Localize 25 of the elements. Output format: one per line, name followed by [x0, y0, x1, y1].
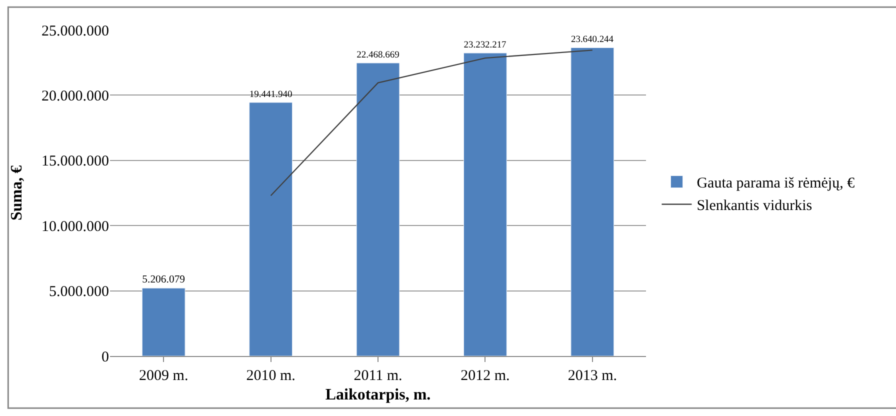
- bar: [570, 47, 614, 356]
- bar: [142, 288, 186, 356]
- data-label: 19.441.940: [249, 90, 292, 100]
- y-tick-label: 5.000.000: [49, 284, 109, 300]
- y-tick-label: 10.000.000: [42, 218, 109, 235]
- x-tick-label: 2010 m.: [246, 368, 296, 384]
- y-tick-label: 15.000.000: [42, 154, 109, 170]
- y-axis-title: Suma, €: [8, 165, 26, 221]
- data-label: 22.468.669: [356, 50, 400, 60]
- x-tick-label: 2009 m.: [139, 368, 188, 384]
- x-tick-label: 2012 m.: [460, 368, 510, 384]
- y-tick-label: 0: [102, 349, 109, 366]
- bar: [356, 62, 400, 356]
- y-tick-label: 20.000.000: [42, 88, 109, 104]
- data-label: 23.640.244: [571, 35, 614, 46]
- data-label: 5.206.079: [142, 273, 186, 286]
- y-tick-label: 25.000.000: [42, 23, 109, 40]
- bar: [464, 52, 507, 356]
- x-axis-title: Laikotarpis, m.: [325, 386, 431, 404]
- legend-label: Gauta parama iš rėmėjų, €: [696, 176, 856, 192]
- data-label: 23.232.217: [464, 40, 507, 51]
- x-tick-label: 2011 m.: [354, 368, 402, 384]
- bar: [249, 102, 292, 356]
- legend-label: Slenkantis vidurkis: [696, 198, 812, 214]
- x-tick-label: 2013 m.: [568, 368, 617, 384]
